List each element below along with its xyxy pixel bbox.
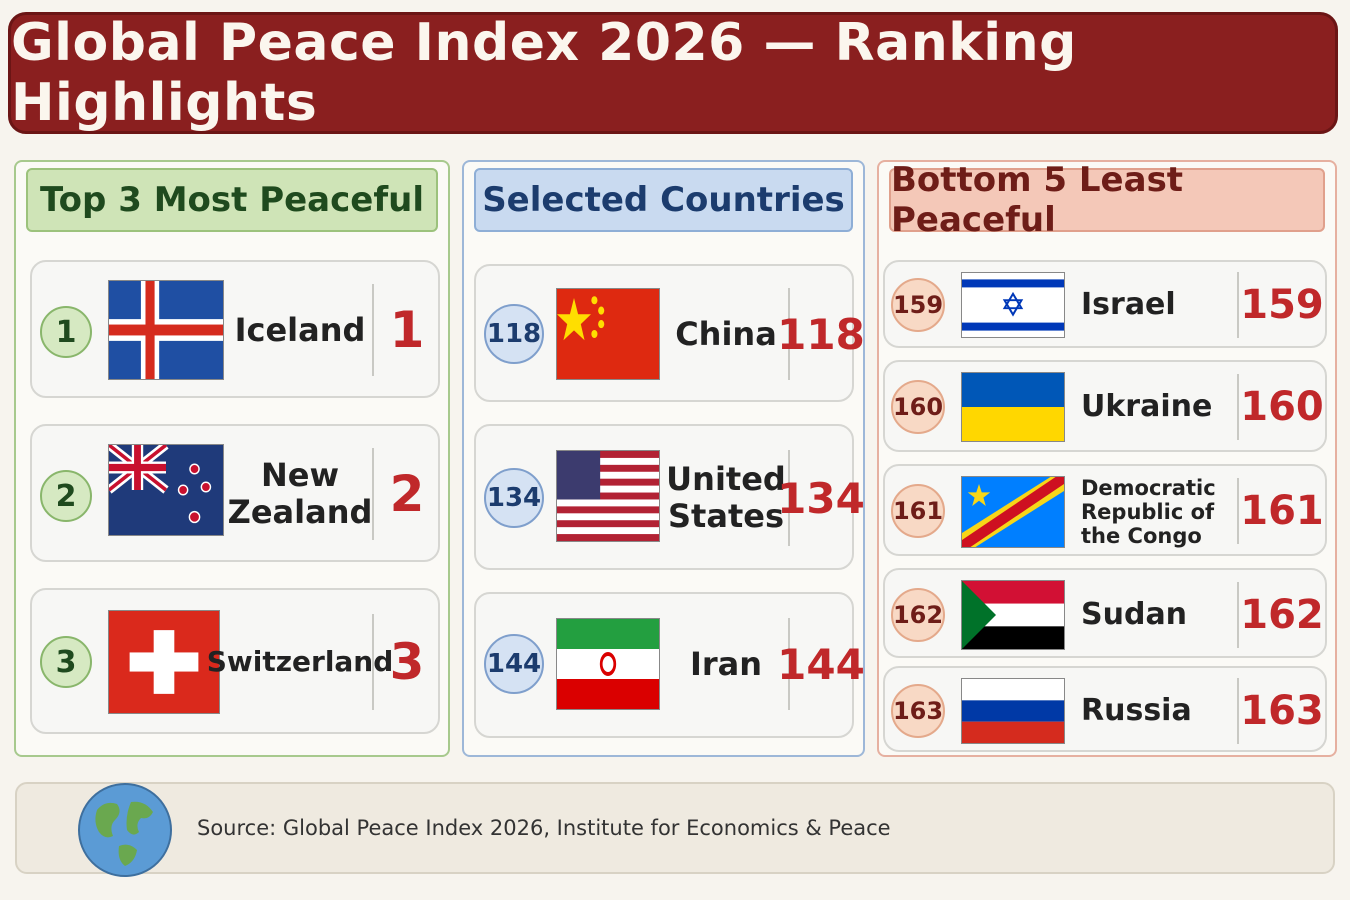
russia-flag: [961, 678, 1065, 744]
rank-badge: 1: [40, 306, 92, 358]
rank-value: 118: [777, 309, 865, 359]
rank-badge: 163: [891, 684, 945, 738]
divider: [788, 450, 790, 546]
rank-badge: 162: [891, 588, 945, 642]
list-item: 144 Iran 144: [474, 592, 865, 738]
china-flag: [556, 288, 660, 380]
dr-congo-flag: [961, 476, 1065, 548]
list-item: 3 Switzerland 3: [30, 588, 440, 734]
list-item: 159 Israel 159: [883, 260, 1327, 348]
list-item: 162 Sudan 162: [883, 568, 1327, 658]
ukraine-flag: [961, 372, 1065, 442]
sudan-flag: [961, 580, 1065, 650]
rank-value: 163: [1240, 688, 1324, 734]
country-name: Israel: [1081, 286, 1176, 322]
list-item: 134 United States 134: [474, 424, 865, 570]
country-name: Iran: [689, 644, 763, 683]
divider: [372, 448, 374, 540]
country-name: Iceland: [234, 310, 366, 349]
switzerland-flag: [108, 610, 220, 714]
divider: [788, 618, 790, 710]
rank-badge: 159: [891, 278, 945, 332]
rank-value: 159: [1240, 282, 1324, 328]
country-name: China: [675, 314, 777, 353]
rank-badge: 3: [40, 636, 92, 688]
country-name: Sudan: [1081, 596, 1188, 632]
rank-value: 161: [1240, 488, 1324, 534]
country-name: Democratic Republic of the Congo: [1081, 475, 1216, 549]
iran-flag: [556, 618, 660, 710]
rank-value: 3: [389, 633, 425, 691]
rank-badge: 134: [484, 468, 544, 528]
rank-badge: 160: [891, 380, 945, 434]
divider: [788, 288, 790, 380]
rank-value: 1: [389, 301, 425, 359]
country-name: New Zealand: [227, 456, 373, 531]
source-footer: Source: Global Peace Index 2026, Institu…: [15, 782, 1335, 877]
list-item: 163 Russia 163: [883, 666, 1327, 752]
source-text: Source: Global Peace Index 2026, Institu…: [197, 816, 891, 840]
country-name: United States: [666, 460, 786, 535]
list-item: 1 Iceland 1: [30, 260, 440, 398]
rank-badge: 2: [40, 470, 92, 522]
divider: [372, 284, 374, 376]
divider: [1237, 678, 1239, 744]
selected-countries-panel: Selected Countries 118 China 118 134 Uni…: [462, 160, 865, 757]
bottom-peaceful-heading: Bottom 5 Least Peaceful: [889, 160, 1325, 240]
iceland-flag: [108, 280, 224, 380]
top-peaceful-heading: Top 3 Most Peaceful: [26, 168, 438, 232]
country-name: Switzerland: [206, 644, 394, 678]
divider: [1237, 374, 1239, 440]
rank-badge: 161: [891, 484, 945, 538]
rank-badge: 118: [484, 304, 544, 364]
bottom-peaceful-panel: Bottom 5 Least Peaceful 159 Israel 159 1…: [877, 160, 1337, 757]
israel-flag: [961, 272, 1065, 338]
rank-badge: 144: [484, 634, 544, 694]
divider: [372, 614, 374, 710]
divider: [1237, 582, 1239, 648]
country-name: Ukraine: [1081, 388, 1213, 424]
rank-value: 162: [1240, 592, 1324, 638]
list-item: 160 Ukraine 160: [883, 360, 1327, 452]
rank-value: 134: [777, 473, 865, 523]
united-states-flag: [556, 450, 660, 542]
divider: [1237, 272, 1239, 338]
page-title: Global Peace Index 2026 — Ranking Highli…: [11, 13, 1077, 133]
selected-countries-heading: Selected Countries: [474, 168, 853, 232]
list-item: 161 Democratic Republic of the Congo 161: [883, 464, 1327, 556]
rank-value: 160: [1240, 384, 1324, 430]
list-item: 2 New Zealand 2: [30, 424, 440, 562]
list-item: 118 China 118: [474, 264, 865, 402]
divider: [1237, 478, 1239, 544]
country-name: Russia: [1081, 692, 1192, 728]
rank-value: 2: [389, 465, 425, 523]
top-peaceful-panel: Top 3 Most Peaceful 1 Iceland 1 2 New Ze…: [14, 160, 450, 757]
title-banner: Global Peace Index 2026 — Ranking Highli…: [8, 12, 1338, 134]
globe-icon: [75, 780, 175, 880]
rank-value: 144: [777, 639, 865, 689]
new-zealand-flag: [108, 444, 224, 536]
